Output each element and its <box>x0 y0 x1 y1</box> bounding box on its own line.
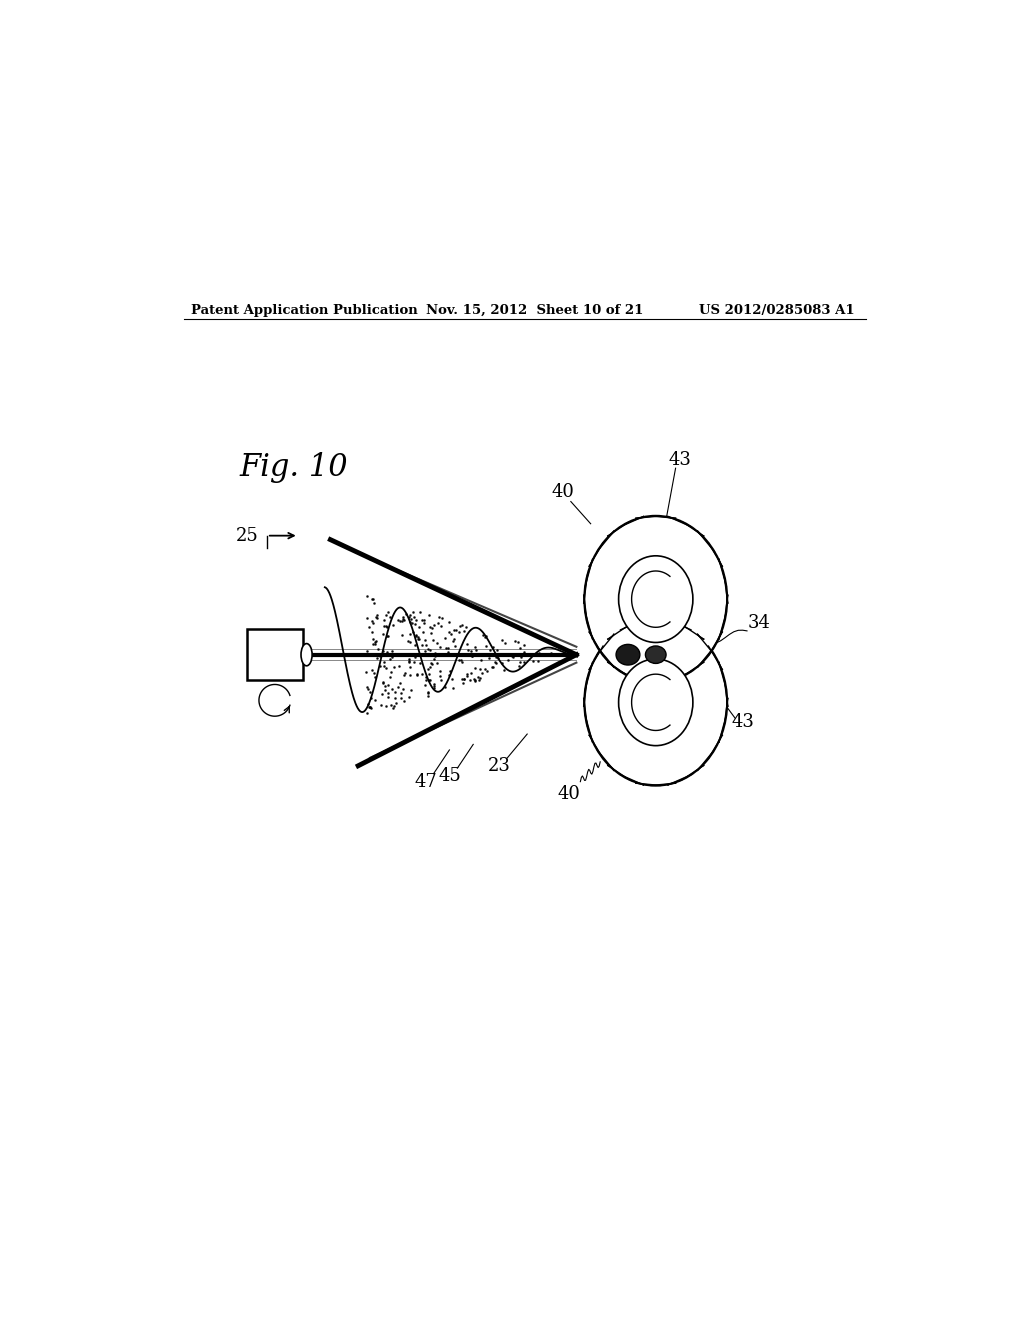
Ellipse shape <box>618 556 693 643</box>
Ellipse shape <box>616 644 640 665</box>
Ellipse shape <box>618 659 693 746</box>
Text: 34: 34 <box>748 614 770 632</box>
Ellipse shape <box>645 645 666 664</box>
Text: Patent Application Publication: Patent Application Publication <box>191 304 418 317</box>
Text: US 2012/0285083 A1: US 2012/0285083 A1 <box>699 304 855 317</box>
Ellipse shape <box>585 516 727 682</box>
Text: 25: 25 <box>237 527 259 545</box>
Text: 47: 47 <box>415 772 437 791</box>
Text: Fig. 10: Fig. 10 <box>240 453 348 483</box>
FancyBboxPatch shape <box>247 628 303 681</box>
Ellipse shape <box>301 644 312 665</box>
Text: 23: 23 <box>488 756 511 775</box>
Text: 43: 43 <box>731 713 755 731</box>
Text: Nov. 15, 2012  Sheet 10 of 21: Nov. 15, 2012 Sheet 10 of 21 <box>426 304 643 317</box>
Text: 40: 40 <box>557 784 580 803</box>
Ellipse shape <box>585 619 727 785</box>
Text: 40: 40 <box>552 483 574 502</box>
Text: 45: 45 <box>438 767 461 785</box>
Text: 43: 43 <box>668 451 691 470</box>
